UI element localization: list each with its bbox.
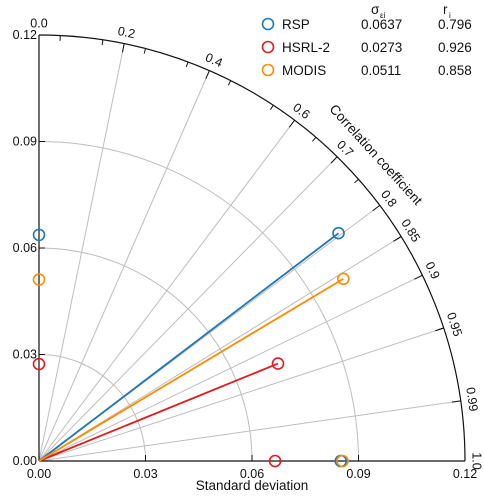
legend-entry-sigma: 0.0637 [361,17,402,32]
x-tick-label: 0.12 [453,467,477,481]
y-axis-point [32,357,46,371]
legend-entry-name: HSRL-2 [282,40,330,55]
y-tick-label: 0.09 [13,135,37,149]
correlation-minor-tick [101,39,104,46]
correlation-tick [288,119,296,128]
legend-entry-r: 0.926 [438,40,472,55]
correlation-minor-tick [312,136,317,142]
legend-header-sigma: σ [371,2,380,17]
correlation-tick-label: 0.2 [117,24,137,41]
legend-entry-name: MODIS [282,63,326,78]
correlation-tick-label: 0.4 [203,50,225,70]
legend-entry-sigma: 0.0273 [361,40,402,55]
legend-header-r: r [443,2,448,17]
legend-marker [261,17,275,31]
legend: σ εi r i RSP 0.0637 0.796 HSRL-2 0.0273 0.926 MODI… [261,2,472,78]
correlation-tick-label: 0.99 [463,386,480,412]
legend-entry-r: 0.796 [438,17,472,32]
correlation-tick [435,327,444,332]
grid-layer [38,43,461,462]
legend-header-sigma-sub: εi [380,11,386,20]
correlation-tick [451,400,461,403]
series-line [38,278,344,462]
std-grid-arc [38,247,253,462]
correlation-grid-line [38,43,125,462]
series-line [38,362,279,462]
series-line [38,232,340,462]
correlation-tick [330,156,338,164]
correlation-tick [121,43,125,53]
correlation-tick-label: 0.95 [444,311,465,339]
x-axis-label: Standard deviation [196,478,309,493]
marks-layer [32,226,350,468]
correlation-minor-tick [227,80,232,86]
correlation-tick [372,204,381,212]
y-axis-point [32,273,46,286]
data-point [271,357,285,370]
correlation-minor-tick [269,104,274,110]
legend-entry-r: 0.858 [438,63,472,78]
outer-arc [38,34,466,462]
x-tick-label: 0.00 [27,467,51,481]
data-point [332,226,345,240]
legend-marker [261,40,275,54]
correlation-grid-line [38,327,444,462]
correlation-tick [393,236,402,242]
correlation-grid-line [38,236,402,462]
legend-marker [261,63,275,77]
correlation-tick-label: 1.0 [469,452,483,469]
correlation-grid-line [38,400,461,462]
y-axis-point [32,228,46,242]
correlation-grid-line [38,274,423,462]
y-tick-label: 0.00 [13,454,37,468]
correlation-grid-line [38,70,210,462]
std-grid-arc [38,354,146,462]
correlation-tick-label: 0.9 [422,260,442,282]
correlation-grid-line [38,119,296,462]
y-tick-label: 0.03 [13,348,37,362]
correlation-minor-tick [143,48,146,54]
x-tick-label: 0.09 [346,467,370,481]
y-tick-label: 0.12 [13,28,37,42]
legend-entry-sigma: 0.0511 [361,63,401,78]
correlation-tick-label: 0.85 [398,217,423,245]
correlation-tick-label: 0.0 [30,17,47,31]
correlation-grid-line [38,156,338,462]
correlation-tick [414,274,423,280]
x-axis-point [268,454,282,468]
correlation-minor-tick [185,61,189,68]
legend-header-r-sub: i [449,11,451,20]
x-tick-label: 0.06 [240,467,264,481]
data-point [336,272,350,286]
std-grid-arc [38,141,359,462]
x-axis-point [336,454,349,468]
correlation-tick [205,70,210,79]
x-tick-label: 0.03 [133,467,157,481]
y-tick-label: 0.06 [13,241,37,255]
legend-entry-name: RSP [282,17,310,32]
correlation-minor-tick [354,178,359,184]
